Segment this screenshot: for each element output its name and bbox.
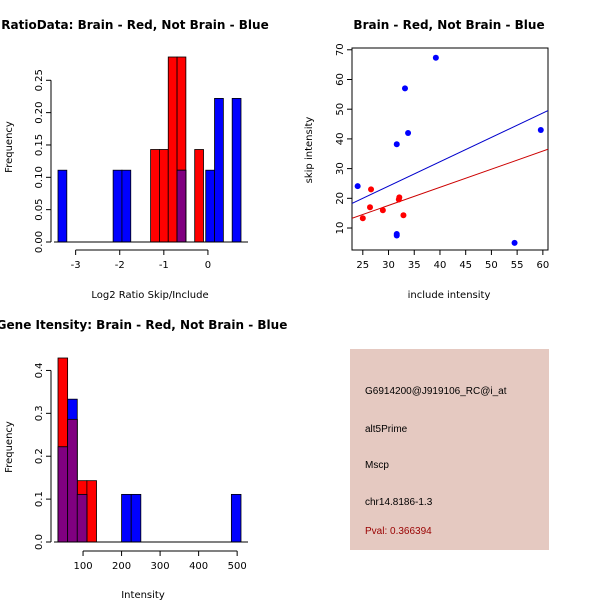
event-type: alt5Prime xyxy=(365,424,408,435)
ratio-hist-bar-not-brain xyxy=(214,97,224,243)
scatter-x-tick-label: 35 xyxy=(408,260,421,271)
scatter-y-tick-label: 20 xyxy=(335,192,346,205)
scatter-y-tick-label: 10 xyxy=(335,222,346,235)
probe-id: G6914200@J919106_RC@i_at xyxy=(365,386,507,397)
ratio-hist-bar-overlap xyxy=(176,169,187,243)
ratio-hist-xlabel: Log2 Ratio Skip/Include xyxy=(91,290,208,301)
scatter-point-not-brain xyxy=(432,54,439,61)
scatter-point-brain xyxy=(359,215,366,222)
scatter-point-not-brain xyxy=(401,85,408,92)
scatter-point-not-brain xyxy=(393,141,400,148)
intensity-hist-xlabel: Intensity xyxy=(121,590,165,600)
intensity-hist-x-tick-label: 200 xyxy=(112,561,131,572)
ratio-hist-bar-not-brain xyxy=(205,169,215,243)
gene-name: Mscp xyxy=(365,460,389,471)
scatter-point-not-brain xyxy=(405,129,412,136)
scatter-xlabel: include intensity xyxy=(408,290,491,301)
ratio-hist-bar-brain xyxy=(159,149,169,243)
scatter-x-tick-label: 40 xyxy=(434,260,447,271)
ratio-hist-bar-not-brain xyxy=(231,97,242,243)
intensity-hist-bar-overlap xyxy=(67,418,78,543)
intensity-hist-bar-not-brain xyxy=(121,493,132,543)
scatter-fit-line-brain xyxy=(352,148,548,219)
scatter-title: Brain - Red, Not Brain - Blue xyxy=(353,18,544,32)
scatter-point-not-brain xyxy=(511,239,518,246)
scatter-y-tick-label: 60 xyxy=(335,73,346,86)
ratio-hist-y-tick-label: 0.05 xyxy=(34,199,45,221)
ratio-hist-y-tick-label: 0.00 xyxy=(34,231,45,253)
scatter-x-tick-label: 55 xyxy=(511,260,524,271)
ratio-hist-x-tick-label: -2 xyxy=(115,260,125,271)
ratio-hist-ylabel: Frequency xyxy=(4,121,15,173)
scatter-point-brain xyxy=(400,212,407,219)
scatter-y-tick-label: 30 xyxy=(335,162,346,175)
intensity-hist-y-tick-label: 0.2 xyxy=(34,448,45,464)
ratio-hist-bar-not-brain xyxy=(57,169,68,243)
ratio-hist-x-tick-label: -1 xyxy=(159,260,169,271)
info-panel: G6914200@J919106_RC@i_at alt5Prime Mscp … xyxy=(350,349,549,550)
ratio-hist-y-tick-label: 0.10 xyxy=(34,166,45,188)
intensity-hist-title: Gene Itensity: Brain - Red, Not Brain - … xyxy=(0,318,287,332)
intensity-hist-bar-not-brain xyxy=(130,493,142,543)
intensity-hist-bar-not-brain xyxy=(230,493,242,543)
ratio-hist-bar-not-brain xyxy=(121,169,132,243)
intensity-hist-x-tick-label: 500 xyxy=(228,561,247,572)
scatter-point-not-brain xyxy=(393,232,400,239)
scatter-point-brain xyxy=(368,186,375,193)
intensity-hist-bar-overlap xyxy=(57,446,69,543)
scatter-y-tick-label: 40 xyxy=(335,133,346,146)
ratio-hist-x-tick-label: -3 xyxy=(71,260,81,271)
intensity-hist-x-tick-label: 400 xyxy=(189,561,208,572)
ratio-hist-bar-brain xyxy=(167,56,178,243)
scatter-plot-box xyxy=(351,47,549,251)
ratio-hist-y-tick-label: 0.20 xyxy=(34,101,45,123)
scatter-y-tick-label: 70 xyxy=(335,43,346,56)
scatter-ylabel: skip intensity xyxy=(304,117,315,184)
scatter-point-not-brain xyxy=(354,183,361,190)
scatter-y-tick-label: 50 xyxy=(335,103,346,116)
scatter-x-tick-label: 30 xyxy=(382,260,395,271)
scatter-x-tick-label: 50 xyxy=(485,260,498,271)
p-value: Pval: 0.366394 xyxy=(365,526,432,537)
intensity-hist-y-tick-label: 0.4 xyxy=(34,362,45,378)
scatter-point-brain xyxy=(367,204,374,211)
intensity-hist-ylabel: Frequency xyxy=(4,421,15,473)
ratio-hist-y-tick-label: 0.15 xyxy=(34,134,45,156)
intensity-hist-y-tick-label: 0.3 xyxy=(34,405,45,421)
scatter-point-not-brain xyxy=(537,126,544,133)
scatter-x-tick-label: 25 xyxy=(356,260,369,271)
chromosome-location: chr14.8186-1.3 xyxy=(365,497,433,508)
ratio-hist-x-tick-label: 0 xyxy=(205,260,211,271)
scatter-point-brain xyxy=(379,207,386,214)
ratio-hist-y-tick-label: 0.25 xyxy=(34,69,45,91)
ratio-hist-bar-brain xyxy=(194,149,204,243)
intensity-hist-x-tick-label: 100 xyxy=(73,561,92,572)
scatter-point-brain xyxy=(395,196,402,203)
ratio-hist-bar-brain xyxy=(150,149,160,243)
scatter-fit-line-not-brain xyxy=(352,110,548,204)
intensity-hist-bar-brain xyxy=(86,480,97,543)
ratio-hist-bar-not-brain xyxy=(112,169,123,243)
scatter-x-tick-label: 45 xyxy=(459,260,472,271)
intensity-hist-y-tick-label: 0.0 xyxy=(34,534,45,550)
intensity-hist-bar-overlap xyxy=(76,493,88,543)
intensity-hist-x-tick-label: 300 xyxy=(151,561,170,572)
scatter-x-tick-label: 60 xyxy=(536,260,549,271)
intensity-hist-y-tick-label: 0.1 xyxy=(34,491,45,507)
ratio-hist-title: RatioData: Brain - Red, Not Brain - Blue xyxy=(1,18,268,32)
